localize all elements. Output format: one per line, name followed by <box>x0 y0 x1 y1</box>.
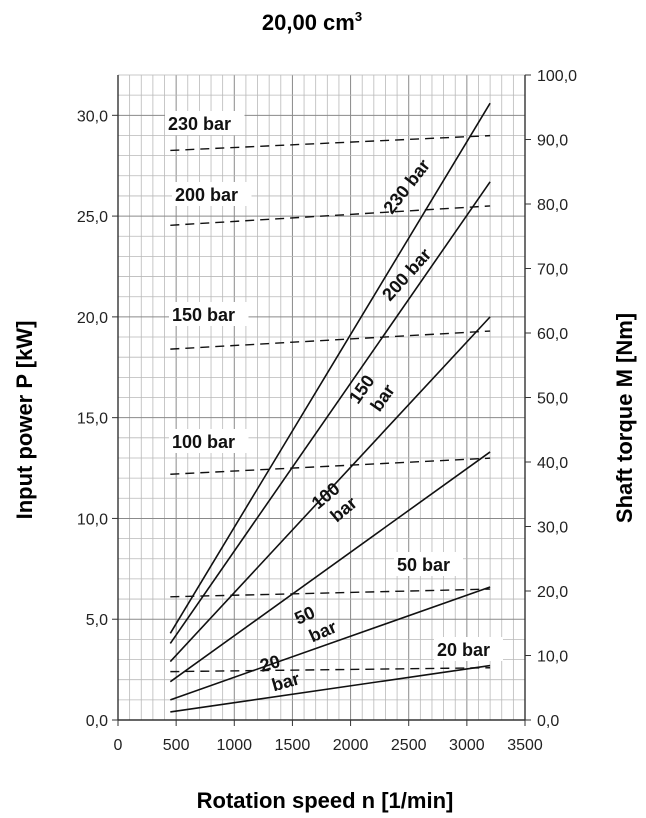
left-axis-title: Input power P [kW] <box>12 321 37 520</box>
right-tick-label: 90,0 <box>537 133 568 150</box>
x-tick-label: 3500 <box>507 737 543 754</box>
right-tick-label: 30,0 <box>537 520 568 537</box>
power-line-20-bar <box>170 664 491 713</box>
series-lines <box>169 102 491 713</box>
torque-label-background <box>172 182 252 206</box>
torque-label-background <box>169 429 249 453</box>
right-tick-label: 100,0 <box>537 68 577 85</box>
right-tick-label: 60,0 <box>537 326 568 343</box>
left-tick-label: 5,0 <box>86 612 108 629</box>
right-tick-label: 80,0 <box>537 197 568 214</box>
right-tick-label: 20,0 <box>537 584 568 601</box>
right-axis-title: Shaft torque M [Nm] <box>612 313 637 523</box>
right-tick-label: 40,0 <box>537 455 568 472</box>
power-line-230-bar <box>169 102 491 634</box>
x-tick-label: 1000 <box>216 737 252 754</box>
power-line-200-bar <box>169 181 491 644</box>
torque-label-background <box>394 552 463 576</box>
x-tick-label: 500 <box>163 737 190 754</box>
torque-label-background <box>434 637 503 661</box>
torque-label-200-bar: 200 bar <box>175 185 238 205</box>
left-tick-label: 15,0 <box>77 411 108 428</box>
torque-line-100-bar <box>170 457 491 475</box>
torque-label-100-bar: 100 bar <box>172 432 235 452</box>
power-label-text: 230 bar <box>379 155 434 217</box>
power-line-150-bar <box>169 316 491 663</box>
torque-line-20-bar <box>170 667 491 673</box>
chart-title: 20,00 cm3 <box>262 9 362 35</box>
torque-line-230-bar <box>170 134 491 152</box>
x-tick-label: 2500 <box>391 737 427 754</box>
torque-line-150-bar <box>170 330 491 350</box>
x-tick-label: 3000 <box>449 737 485 754</box>
torque-line-200-bar <box>170 205 491 226</box>
power-label-value: 20 <box>258 651 283 676</box>
torque-line-50-bar <box>170 588 491 598</box>
torque-label-50-bar: 50 bar <box>397 555 450 575</box>
right-tick-label: 0,0 <box>537 713 559 730</box>
x-axis-title: Rotation speed n [1/min] <box>197 788 454 813</box>
power-label-230-bar: 230 bar <box>379 155 434 217</box>
left-tick-label: 30,0 <box>77 108 108 125</box>
chart-title-superscript: 3 <box>355 9 362 24</box>
torque-label-20-bar: 20 bar <box>437 640 490 660</box>
torque-label-150-bar: 150 bar <box>172 305 235 325</box>
torque-label-background <box>169 302 249 326</box>
x-tick-label: 1500 <box>275 737 311 754</box>
ticks: 0 500 1000 1500 2000 2500 3000 3500 0,0 5,0 10,0 15… <box>77 68 577 754</box>
right-tick-label: 50,0 <box>537 391 568 408</box>
series-labels: 230 bar 200 bar 150 bar 100 bar 50 bar 20 bar… <box>165 111 503 695</box>
right-tick-label: 10,0 <box>537 649 568 666</box>
left-tick-label: 20,0 <box>77 310 108 327</box>
torque-label-230-bar: 230 bar <box>168 114 231 134</box>
torque-label-background <box>165 111 245 135</box>
right-tick-label: 70,0 <box>537 262 568 279</box>
x-tick-label: 2000 <box>333 737 369 754</box>
x-tick-label: 0 <box>114 737 123 754</box>
left-tick-label: 0,0 <box>86 713 108 730</box>
power-line-100-bar <box>169 451 491 683</box>
left-tick-label: 10,0 <box>77 511 108 528</box>
power-line-50-bar <box>170 586 491 701</box>
left-tick-label: 25,0 <box>77 209 108 226</box>
